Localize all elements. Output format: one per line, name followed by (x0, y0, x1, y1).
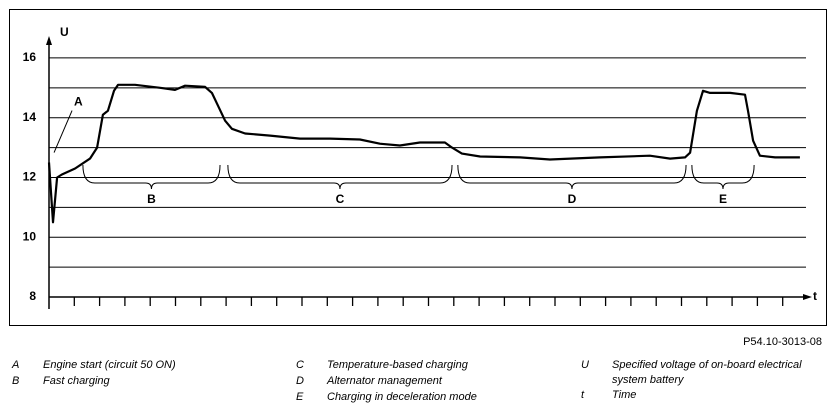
note-text: Time (612, 389, 637, 401)
range-label: E (719, 192, 727, 206)
brace (82, 164, 221, 190)
y-axis-arrow (46, 36, 52, 45)
brace (691, 164, 755, 190)
frame (9, 9, 827, 326)
note-key: D (296, 375, 304, 387)
note-text: Charging in deceleration mode (327, 391, 477, 403)
annotation-leader (53, 110, 73, 153)
annotation-label: A (74, 95, 83, 109)
note-text: Engine start (circuit 50 ON) (43, 359, 176, 371)
note-key: B (12, 375, 20, 387)
note-text: Alternator management (327, 375, 442, 387)
x-axis-arrow (803, 294, 812, 300)
note-text: Temperature-based charging (327, 359, 468, 371)
note-key: U (581, 359, 589, 371)
y-tick-label: 10 (23, 229, 37, 243)
note-key: A (12, 359, 20, 371)
y-tick-label: 14 (23, 110, 37, 124)
note-text: Fast charging (43, 375, 110, 387)
range-label: B (147, 192, 156, 206)
range-label: D (568, 192, 577, 206)
figure-code: P54.10-3013-08 (743, 336, 822, 348)
y-axis-label: U (60, 25, 69, 39)
note-key: t (581, 389, 585, 401)
y-tick-label: 12 (23, 170, 37, 184)
y-tick-label: 8 (29, 289, 36, 303)
note-key: E (296, 391, 304, 403)
x-axis-label: t (813, 289, 817, 303)
brace (227, 164, 453, 190)
note-text: Specified voltage of on-board electrical… (612, 359, 802, 386)
brace (457, 164, 687, 190)
note-key: C (296, 359, 304, 371)
range-label: C (336, 192, 345, 206)
y-tick-label: 16 (23, 50, 37, 64)
voltage-line (47, 83, 800, 224)
